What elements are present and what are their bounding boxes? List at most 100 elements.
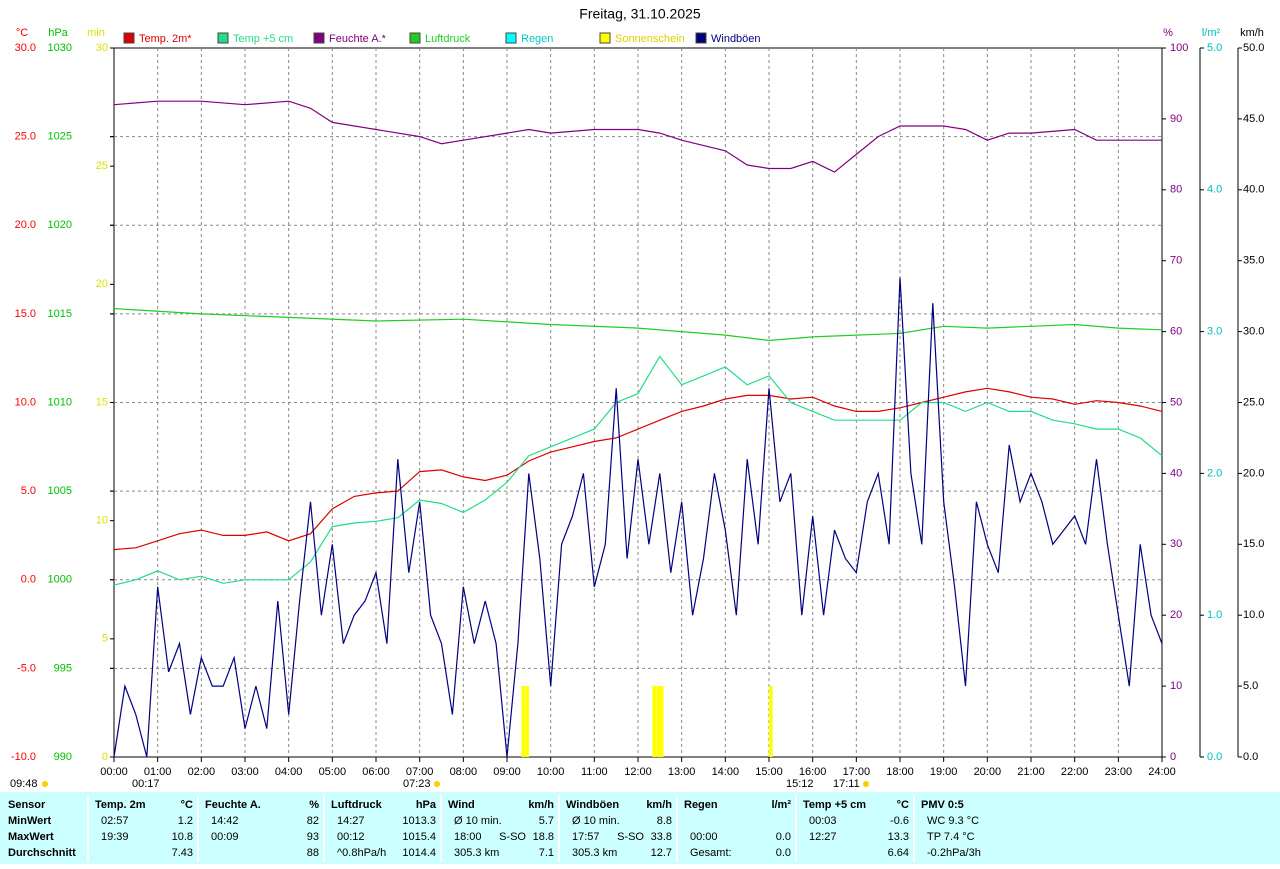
y-tick-label: 2.0 [1207, 467, 1222, 479]
sun-icon [863, 781, 869, 787]
y-tick-label: 15.0 [1243, 538, 1264, 550]
cell-value: 1014.4 [402, 847, 436, 859]
cell-label: 305.3 km [454, 847, 499, 859]
cell-dir: S-SO [499, 831, 526, 843]
y-tick-label: 40.0 [1243, 184, 1264, 196]
cell-value: 0.0 [776, 831, 791, 843]
table-unit: °C [897, 799, 909, 811]
x-tick-label: 03:00 [231, 766, 259, 778]
series-line [113, 308, 1163, 342]
cell-value: 1015.4 [402, 831, 436, 843]
series-line [113, 387, 1163, 551]
table-header: Regen [684, 799, 718, 811]
y-tick-label: 0.0 [21, 574, 36, 586]
x-tick-label: 09:00 [493, 766, 521, 778]
y-tick-label: 1020 [48, 219, 72, 231]
y-tick-label: 30 [96, 42, 108, 54]
y-tick-label: 0.0 [1207, 751, 1222, 763]
y-tick-label: 1010 [48, 396, 72, 408]
table-header: Luftdruck [331, 799, 383, 811]
cell-label: 19:39 [101, 831, 129, 843]
legend-swatch [505, 32, 517, 44]
y-tick-label: 70 [1170, 255, 1182, 267]
table-header: PMV 0:5 [921, 799, 964, 811]
x-tick-label: 13:00 [668, 766, 696, 778]
y-tick-label: 25.0 [15, 131, 36, 143]
y-tick-label: 25.0 [1243, 396, 1264, 408]
cell-value: 7.1 [539, 847, 554, 859]
y-tick-label: 1005 [48, 485, 72, 497]
y-tick-label: 10.0 [15, 396, 36, 408]
cell-label: 305.3 km [572, 847, 617, 859]
axis-unit: km/h [1240, 27, 1264, 39]
y-tick-label: 30 [1170, 538, 1182, 550]
chart-title: Freitag, 31.10.2025 [579, 6, 701, 22]
legend-swatch [313, 32, 325, 44]
legend-label: Regen [521, 33, 553, 45]
y-tick-label: 30.0 [1243, 326, 1264, 338]
sun-icon [434, 781, 440, 787]
y-tick-label: 3.0 [1207, 326, 1222, 338]
cell-label: WC 9.3 °C [927, 815, 979, 827]
y-tick-label: 1.0 [1207, 609, 1222, 621]
y-tick-label: 10.0 [1243, 609, 1264, 621]
table-header: Windböen [566, 799, 619, 811]
y-tick-label: 20.0 [15, 219, 36, 231]
cell-value: -0.6 [890, 815, 909, 827]
x-tick-label: 20:00 [974, 766, 1002, 778]
annotation: 00:17 [132, 778, 160, 790]
annotation: 07:23 [403, 778, 431, 790]
y-tick-label: 45.0 [1243, 113, 1264, 125]
plot [110, 47, 1242, 762]
table-header: Temp. 2m [95, 799, 146, 811]
y-tick-label: 5.0 [1243, 680, 1258, 692]
x-tick-label: 06:00 [362, 766, 390, 778]
x-tick-label: 07:00 [406, 766, 434, 778]
x-tick-label: 04:00 [275, 766, 303, 778]
summary-table: Sensor Temp. 2m °C Feuchte A.% Luftdruck hPa W… [0, 792, 1280, 864]
x-tick-label: 10:00 [537, 766, 565, 778]
sunshine-bar [525, 686, 529, 757]
x-tick-label: 00:00 [100, 766, 128, 778]
x-tick-label: 08:00 [450, 766, 478, 778]
legend-label: Temp +5 cm [233, 33, 293, 45]
x-tick-label: 16:00 [799, 766, 827, 778]
y-tick-label: 20 [96, 278, 108, 290]
x-tick-label: 22:00 [1061, 766, 1089, 778]
cell-value: 33.8 [651, 831, 672, 843]
row-name: MaxWert [8, 831, 54, 843]
x-tick-label: 12:00 [624, 766, 652, 778]
cell-value: 93 [307, 831, 319, 843]
y-tick-label: 80 [1170, 184, 1182, 196]
y-tick-label: 50 [1170, 396, 1182, 408]
table-header: Feuchte A. [205, 799, 261, 811]
table-header: Sensor [8, 799, 46, 811]
cell-label: 00:00 [690, 831, 718, 843]
cell-label: 00:03 [809, 815, 837, 827]
x-tick-label: 01:00 [144, 766, 172, 778]
sunshine-bar [652, 686, 657, 757]
legend-swatch [217, 32, 229, 44]
series-line [113, 355, 1163, 586]
sunshine-bar [769, 686, 773, 757]
table-unit: km/h [528, 799, 554, 811]
table-background [0, 792, 1280, 864]
cell-label: Ø 10 min. [572, 815, 620, 827]
cell-label: 12:27 [809, 831, 837, 843]
cell-label: 00:09 [211, 831, 239, 843]
x-tick-label: 18:00 [886, 766, 914, 778]
legend-swatch [599, 32, 611, 44]
x-tick-label: 15:00 [755, 766, 783, 778]
sunshine-bar [521, 686, 526, 757]
cell-label: 02:57 [101, 815, 129, 827]
y-tick-label: 10 [96, 515, 108, 527]
y-tick-label: 100 [1170, 42, 1188, 54]
legend-label: Luftdruck [425, 33, 471, 45]
annotation: 17:11 [833, 778, 860, 790]
legend-swatch [695, 32, 707, 44]
annotation: 15:12 [786, 778, 814, 790]
legend-label: Sonnenschein [615, 33, 685, 45]
cell-value: 12.7 [651, 847, 672, 859]
y-tick-label: 40 [1170, 467, 1182, 479]
